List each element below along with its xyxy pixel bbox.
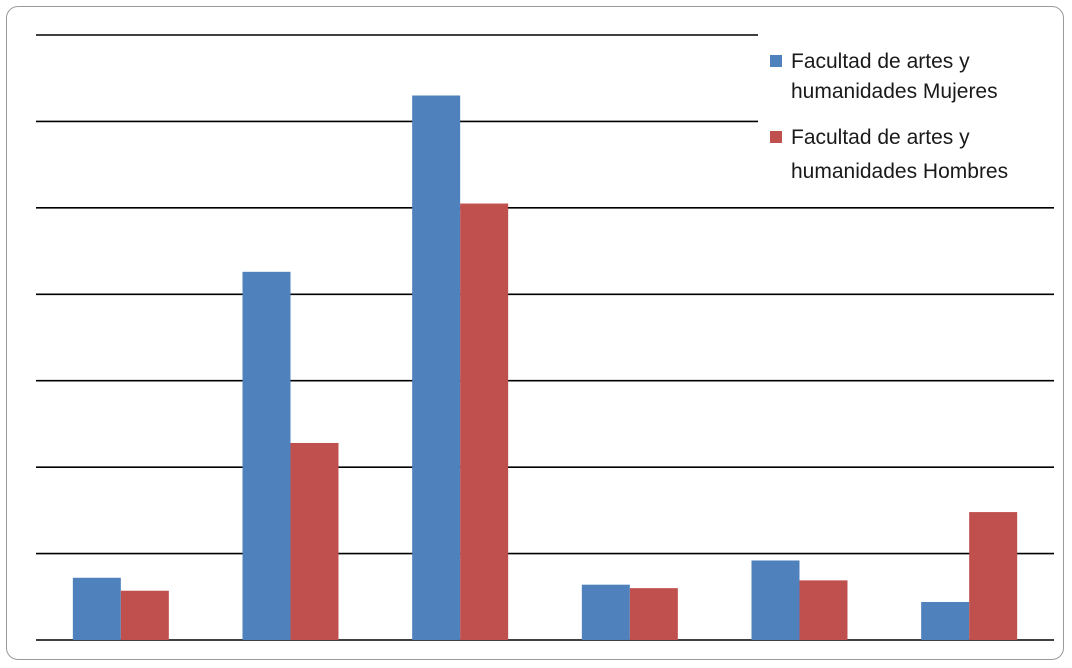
bar-series-2-category-3 (460, 203, 509, 641)
bar-series-1-category-3 (412, 95, 461, 640)
bar-series-2-category-5 (799, 580, 848, 640)
bar-series-2-category-4 (629, 588, 678, 640)
legend-swatch-hombres (770, 131, 782, 143)
legend-label-mujeres-line2: humanidades Mujeres (791, 80, 998, 103)
bar-series-2-category-6 (969, 512, 1018, 640)
legend-label-hombres-line1: Facultad de artes y (791, 126, 970, 149)
bar-series-1-category-5 (751, 560, 800, 640)
legend-swatch-mujeres (770, 55, 782, 67)
legend-background (758, 24, 1054, 200)
bar-series-1-category-6 (921, 601, 970, 640)
bar-series-2-category-1 (120, 590, 169, 640)
bar-series-2-category-2 (290, 442, 339, 640)
bar-series-1-category-4 (581, 584, 630, 640)
legend: Facultad de artes y humanidades Mujeres … (758, 24, 1054, 200)
legend-label-mujeres-line1: Facultad de artes y (791, 50, 970, 73)
legend-label-hombres-line2: humanidades Hombres (791, 160, 1008, 183)
bar-series-1-category-1 (72, 577, 121, 640)
bar-series-1-category-2 (242, 271, 291, 640)
bars (72, 95, 1018, 641)
